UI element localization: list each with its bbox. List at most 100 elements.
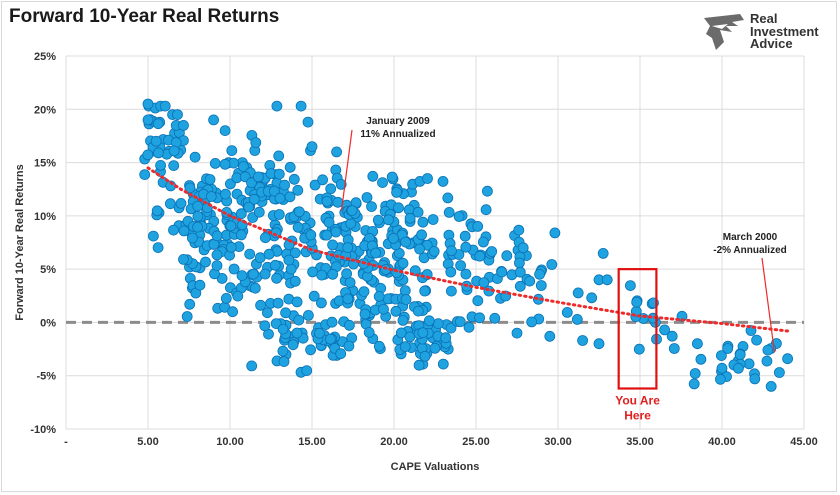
data-point	[293, 314, 305, 326]
data-point	[397, 257, 409, 269]
data-point	[250, 137, 262, 149]
data-point	[388, 232, 399, 244]
data-point	[279, 179, 291, 191]
data-point	[416, 229, 428, 241]
data-point	[331, 146, 343, 158]
data-point	[453, 211, 465, 222]
data-point	[346, 205, 358, 217]
data-point	[284, 161, 296, 173]
trendline-path	[146, 166, 790, 333]
x-tick-label: 45.00	[790, 436, 818, 448]
x-tick-label: 40.00	[708, 436, 736, 448]
data-point	[269, 259, 281, 271]
data-point	[361, 192, 373, 203]
data-point	[716, 350, 727, 362]
data-point	[227, 306, 239, 318]
x-tick-label: 10.00	[216, 436, 244, 448]
data-point	[459, 230, 471, 242]
y-tick-label: -10%	[30, 424, 56, 436]
data-point	[142, 149, 154, 161]
data-point	[445, 266, 457, 278]
data-point	[175, 197, 187, 209]
data-point	[472, 295, 484, 307]
data-point	[762, 344, 774, 356]
data-point	[343, 340, 355, 352]
data-point	[189, 151, 201, 163]
data-point	[477, 236, 489, 248]
data-point	[287, 339, 299, 351]
data-point	[774, 367, 785, 378]
data-point	[186, 232, 198, 244]
data-point	[429, 342, 441, 354]
data-point	[472, 220, 484, 232]
data-point	[280, 307, 292, 319]
data-point	[305, 344, 317, 356]
data-point	[219, 158, 231, 170]
data-point	[293, 206, 305, 218]
data-point	[273, 150, 285, 162]
data-point	[324, 333, 336, 345]
data-point	[659, 324, 670, 336]
annotation-pointer	[761, 257, 776, 353]
data-point	[335, 178, 347, 190]
data-point	[285, 263, 297, 275]
data-point	[432, 318, 444, 330]
data-point	[419, 350, 431, 362]
data-point	[480, 204, 492, 216]
data-point	[445, 285, 457, 297]
x-tick-label: 30.00	[544, 436, 572, 448]
data-point	[373, 340, 385, 352]
trendline	[146, 166, 790, 333]
data-point	[309, 179, 321, 191]
highlight-label: Here	[624, 409, 651, 423]
data-point	[571, 313, 583, 325]
data-point	[178, 120, 189, 131]
data-point	[316, 269, 328, 281]
data-point	[761, 355, 773, 367]
data-point	[463, 321, 475, 333]
data-point	[358, 286, 370, 298]
data-point	[399, 341, 411, 353]
annotations: January 2009 11% Annualized March 2000 -2% …	[340, 116, 787, 423]
data-point	[152, 242, 164, 254]
data-point	[184, 298, 196, 310]
brand-name-line-2: Investment	[750, 23, 819, 39]
data-point	[572, 287, 584, 299]
highlight-box	[617, 268, 658, 390]
data-point	[422, 173, 433, 184]
eagle-head-icon	[704, 14, 744, 50]
data-point	[307, 266, 319, 278]
annotation-text: March 2000	[723, 232, 778, 243]
data-point	[414, 243, 426, 255]
data-point	[400, 294, 412, 305]
data-point	[277, 323, 289, 335]
data-point	[308, 290, 320, 302]
data-point	[142, 114, 154, 126]
data-point	[321, 195, 333, 207]
data-point	[273, 168, 285, 180]
data-point	[383, 214, 394, 226]
data-point	[274, 192, 286, 204]
x-axis-title: CAPE Valuations	[391, 461, 480, 473]
data-point	[440, 332, 452, 344]
data-point	[722, 343, 734, 354]
data-point	[373, 290, 385, 302]
annotation-text: -2% Annualized	[713, 245, 787, 256]
data-point	[259, 320, 271, 332]
data-point	[327, 268, 339, 280]
data-point	[460, 241, 472, 253]
data-point	[151, 205, 163, 217]
data-point	[378, 303, 389, 315]
brand-logo: Real Investment Advice	[702, 12, 832, 52]
data-point	[586, 292, 598, 304]
data-point	[342, 242, 354, 254]
annotation-pointer	[340, 129, 353, 211]
data-point	[526, 316, 538, 328]
data-point	[577, 335, 588, 346]
data-point	[291, 327, 303, 339]
data-point	[489, 312, 501, 324]
data-point	[751, 334, 762, 346]
data-point	[517, 242, 529, 254]
